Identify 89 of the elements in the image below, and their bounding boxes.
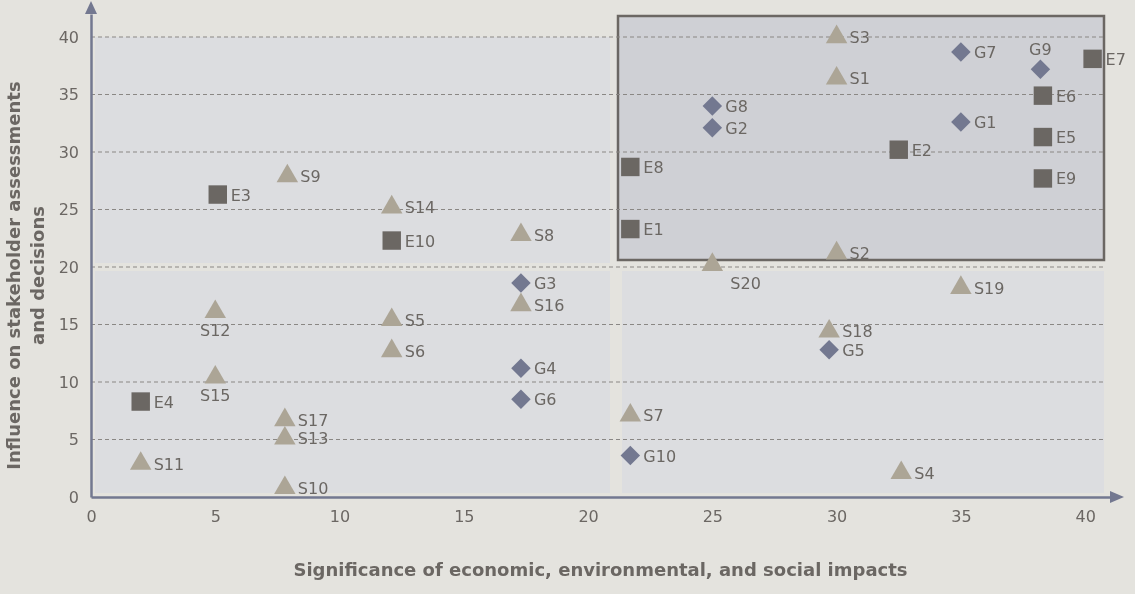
point bbox=[702, 96, 723, 116]
annotation: E8 bbox=[643, 157, 664, 177]
point bbox=[1083, 49, 1102, 69]
point bbox=[274, 407, 296, 427]
point bbox=[204, 364, 227, 384]
annotation: S1 bbox=[849, 69, 870, 89]
annotation: S9 bbox=[300, 167, 321, 187]
annotation: E4 bbox=[153, 392, 174, 412]
y-axis-title: Influence on stakeholder assessments and decisions bbox=[3, 81, 48, 470]
x-tick-label: 30 bbox=[826, 507, 848, 527]
annotation: E3 bbox=[230, 185, 252, 205]
annotation: S16 bbox=[533, 295, 565, 315]
point bbox=[129, 451, 152, 470]
annotation: G9 bbox=[1029, 40, 1052, 60]
annotation: G2 bbox=[725, 118, 748, 138]
point bbox=[1033, 169, 1053, 188]
annotation: S19 bbox=[973, 278, 1005, 298]
point bbox=[1030, 59, 1051, 79]
y-tick-label: 0 bbox=[68, 487, 79, 507]
annotation: G1 bbox=[973, 113, 997, 133]
x-tick-label: 40 bbox=[1075, 507, 1096, 527]
point bbox=[701, 252, 724, 271]
x-tick-label: 25 bbox=[702, 507, 724, 527]
annotation: G8 bbox=[725, 97, 748, 116]
annotation: S15 bbox=[200, 386, 231, 406]
point bbox=[204, 299, 227, 319]
annotation: S6 bbox=[404, 341, 426, 361]
point bbox=[825, 240, 848, 260]
annotation: E1 bbox=[643, 220, 664, 240]
point bbox=[511, 273, 531, 293]
y-tick-label: 40 bbox=[58, 27, 79, 47]
annotation: S12 bbox=[200, 320, 231, 340]
annotation: E9 bbox=[1055, 169, 1077, 189]
point bbox=[274, 475, 296, 494]
point bbox=[380, 307, 403, 327]
point bbox=[702, 118, 723, 138]
point bbox=[382, 231, 401, 250]
point bbox=[889, 140, 908, 159]
x-axis-title: Significance of economic, environmental, and social impacts bbox=[293, 559, 908, 580]
annotation: G4 bbox=[533, 359, 557, 379]
annotation: S2 bbox=[849, 244, 870, 264]
x-tick-label: 0 bbox=[86, 507, 97, 527]
point bbox=[510, 222, 532, 241]
annotation: S3 bbox=[849, 28, 870, 47]
annotation: S4 bbox=[914, 463, 935, 483]
point bbox=[951, 112, 971, 132]
point bbox=[890, 460, 912, 480]
point bbox=[510, 292, 532, 312]
point bbox=[1033, 86, 1053, 105]
y-tick-label: 15 bbox=[58, 315, 79, 335]
y-tick-label: 20 bbox=[58, 257, 79, 277]
y-tick-label: 5 bbox=[68, 430, 79, 450]
x-tick-label: 10 bbox=[329, 507, 351, 527]
annotation: G3 bbox=[533, 274, 557, 294]
point bbox=[274, 425, 296, 445]
annotation: E7 bbox=[1105, 49, 1126, 69]
x-tick-label: 35 bbox=[951, 507, 972, 527]
point bbox=[619, 402, 642, 422]
annotation: S10 bbox=[297, 478, 329, 498]
annotation: S18 bbox=[842, 322, 873, 342]
annotation: S20 bbox=[730, 273, 761, 293]
annotation: S13 bbox=[297, 429, 329, 449]
annotation: S17 bbox=[297, 410, 329, 430]
y-tick-label: 30 bbox=[58, 142, 79, 162]
y-tick-label: 35 bbox=[58, 85, 79, 105]
x-tick-label: 15 bbox=[454, 507, 475, 527]
annotation: S8 bbox=[533, 225, 555, 245]
annotation: E2 bbox=[911, 140, 933, 160]
annotation: S14 bbox=[404, 198, 436, 218]
point bbox=[1033, 127, 1053, 147]
point bbox=[380, 338, 403, 358]
annotation: G5 bbox=[842, 340, 865, 360]
y-tick-label: 10 bbox=[58, 372, 79, 392]
point bbox=[951, 42, 971, 62]
annotation: G6 bbox=[533, 390, 557, 410]
point bbox=[950, 275, 972, 294]
x-tick-label: 20 bbox=[578, 507, 599, 527]
annotation: E5 bbox=[1055, 128, 1077, 148]
annotation: G7 bbox=[973, 42, 997, 62]
point bbox=[621, 157, 640, 177]
y-tick-label: 25 bbox=[58, 200, 79, 220]
x-tick-label: 5 bbox=[210, 507, 221, 527]
point bbox=[621, 219, 640, 239]
point bbox=[818, 318, 840, 338]
annotation: S7 bbox=[643, 406, 664, 426]
point bbox=[208, 185, 227, 204]
annotation: E10 bbox=[404, 231, 436, 251]
annotation: S11 bbox=[153, 454, 185, 474]
annotation: G10 bbox=[643, 446, 677, 466]
